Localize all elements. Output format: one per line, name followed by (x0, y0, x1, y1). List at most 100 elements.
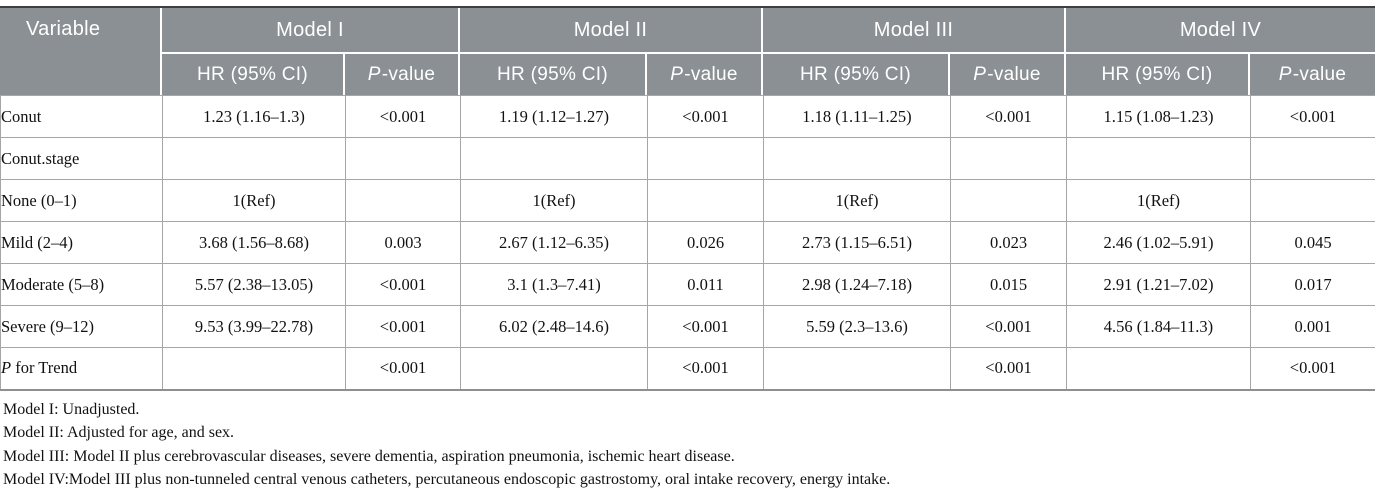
value-cell: 1(Ref) (1066, 179, 1251, 222)
value-cell: <0.001 (345, 263, 461, 306)
value-cell (345, 179, 461, 222)
value-cell: 0.026 (647, 221, 764, 264)
column-header-pvalue-model-4: P -value (1250, 52, 1375, 95)
pvalue-italic-p: P (367, 63, 381, 85)
value-cell: 2.46 (1.02–5.91) (1066, 221, 1251, 264)
pvalue-suffix: -value (684, 63, 738, 85)
value-cell: <0.001 (1250, 347, 1375, 390)
results-table: Conut 1.23 (1.16–1.3) <0.001 1.19 (1.12–1.2… (0, 95, 1375, 391)
pvalue-suffix: -value (987, 63, 1041, 85)
row-label: Conut.stage (0, 137, 163, 180)
column-header-model-3: Model III (763, 8, 1066, 52)
column-header-variable: Variable (0, 8, 162, 95)
value-cell: 1.23 (1.16–1.3) (162, 95, 346, 138)
value-cell: 3.1 (1.3–7.41) (460, 263, 648, 306)
column-header-pvalue-model-2: P -value (647, 52, 763, 95)
value-cell: <0.001 (345, 305, 461, 348)
value-cell: <0.001 (950, 305, 1067, 348)
value-cell: 1(Ref) (162, 179, 346, 222)
table-header: Variable Model I Model II Model III Mode… (0, 6, 1375, 95)
results-table-body: Conut 1.23 (1.16–1.3) <0.001 1.19 (1.12–1.2… (0, 95, 1375, 390)
value-cell: 2.73 (1.15–6.51) (763, 221, 951, 264)
table-row: Conut.stage (0, 137, 1375, 180)
column-header-hr-model-1: HR (95% CI) (162, 52, 345, 95)
value-cell: <0.001 (647, 95, 764, 138)
column-header-hr-model-3: HR (95% CI) (763, 52, 950, 95)
value-cell: 6.02 (2.48–14.6) (460, 305, 648, 348)
value-cell: 0.015 (950, 263, 1067, 306)
value-cell: 0.011 (647, 263, 764, 306)
pvalue-suffix: -value (1292, 63, 1347, 85)
value-cell (460, 347, 648, 390)
value-cell (647, 179, 764, 222)
row-label: Conut (0, 95, 163, 138)
table-row: None (0–1) 1(Ref) 1(Ref) 1(Ref) 1(Ref) (0, 179, 1375, 222)
value-cell: <0.001 (647, 347, 764, 390)
value-cell: 1.19 (1.12–1.27) (460, 95, 648, 138)
table-row: Conut 1.23 (1.16–1.3) <0.001 1.19 (1.12–1.2… (0, 95, 1375, 138)
column-header-hr-model-2: HR (95% CI) (460, 52, 647, 95)
value-cell (345, 137, 461, 180)
pvalue-suffix: -value (381, 63, 436, 85)
value-cell: 2.91 (1.21–7.02) (1066, 263, 1251, 306)
row-label: P for Trend (0, 347, 163, 390)
value-cell: 1(Ref) (460, 179, 648, 222)
value-cell: 2.67 (1.12–6.35) (460, 221, 648, 264)
value-cell: 1(Ref) (763, 179, 951, 222)
value-cell: <0.001 (950, 95, 1067, 138)
value-cell (647, 137, 764, 180)
value-cell (1066, 347, 1251, 390)
footnote-line: Model I: Unadjusted. (3, 400, 140, 418)
footnote-line: Model III: Model II plus cerebrovascular… (3, 447, 735, 465)
value-cell (950, 179, 1067, 222)
value-cell: <0.001 (647, 305, 764, 348)
value-cell: 5.57 (2.38–13.05) (162, 263, 346, 306)
footnote-line: Model IV:Model III plus non-tunneled cen… (3, 471, 891, 488)
row-label: None (0–1) (0, 179, 163, 222)
table-row: Mild (2–4) 3.68 (1.56–8.68) 0.003 2.67 (1.1… (0, 221, 1375, 264)
table-footnotes: Model I: Unadjusted. Model II: Adjusted f… (0, 398, 1375, 492)
pvalue-italic-p: P (1278, 63, 1292, 85)
table-row: Severe (9–12) 9.53 (3.99–22.78) <0.001 6.02… (0, 305, 1375, 348)
value-cell: 9.53 (3.99–22.78) (162, 305, 346, 348)
value-cell: 0.017 (1250, 263, 1375, 306)
value-cell: 0.023 (950, 221, 1067, 264)
row-label: Severe (9–12) (0, 305, 163, 348)
value-cell: 1.15 (1.08–1.23) (1066, 95, 1251, 138)
column-header-pvalue-model-1: P -value (345, 52, 460, 95)
row-label: Moderate (5–8) (0, 263, 163, 306)
value-cell (763, 137, 951, 180)
value-cell: <0.001 (950, 347, 1067, 390)
column-header-model-1: Model I (162, 8, 460, 52)
column-header-hr-model-4: HR (95% CI) (1066, 52, 1250, 95)
pvalue-italic-p: P (670, 63, 684, 85)
value-cell: 5.59 (2.3–13.6) (763, 305, 951, 348)
value-cell: <0.001 (1250, 95, 1375, 138)
value-cell (162, 137, 346, 180)
value-cell (1250, 137, 1375, 180)
value-cell: 4.56 (1.84–11.3) (1066, 305, 1251, 348)
value-cell: 2.98 (1.24–7.18) (763, 263, 951, 306)
pvalue-italic-p: P (973, 63, 987, 85)
value-cell (1066, 137, 1251, 180)
column-header-model-4: Model IV (1066, 8, 1375, 52)
value-cell: 3.68 (1.56–8.68) (162, 221, 346, 264)
value-cell (162, 347, 346, 390)
value-cell: 0.001 (1250, 305, 1375, 348)
value-cell: <0.001 (345, 95, 461, 138)
value-cell (1250, 179, 1375, 222)
value-cell: 1.18 (1.11–1.25) (763, 95, 951, 138)
value-cell (763, 347, 951, 390)
value-cell: 0.045 (1250, 221, 1375, 264)
column-header-model-2: Model II (460, 8, 763, 52)
table-row: P for Trend <0.001 <0.001 <0.001 <0.001 (0, 347, 1375, 390)
value-cell: 0.003 (345, 221, 461, 264)
value-cell (950, 137, 1067, 180)
value-cell: <0.001 (345, 347, 461, 390)
value-cell (460, 137, 648, 180)
row-label: Mild (2–4) (0, 221, 163, 264)
footnote-line: Model II: Adjusted for age, and sex. (3, 424, 235, 441)
table-row: Moderate (5–8) 5.57 (2.38–13.05) <0.001 3.1… (0, 263, 1375, 306)
column-header-pvalue-model-3: P -value (950, 52, 1066, 95)
